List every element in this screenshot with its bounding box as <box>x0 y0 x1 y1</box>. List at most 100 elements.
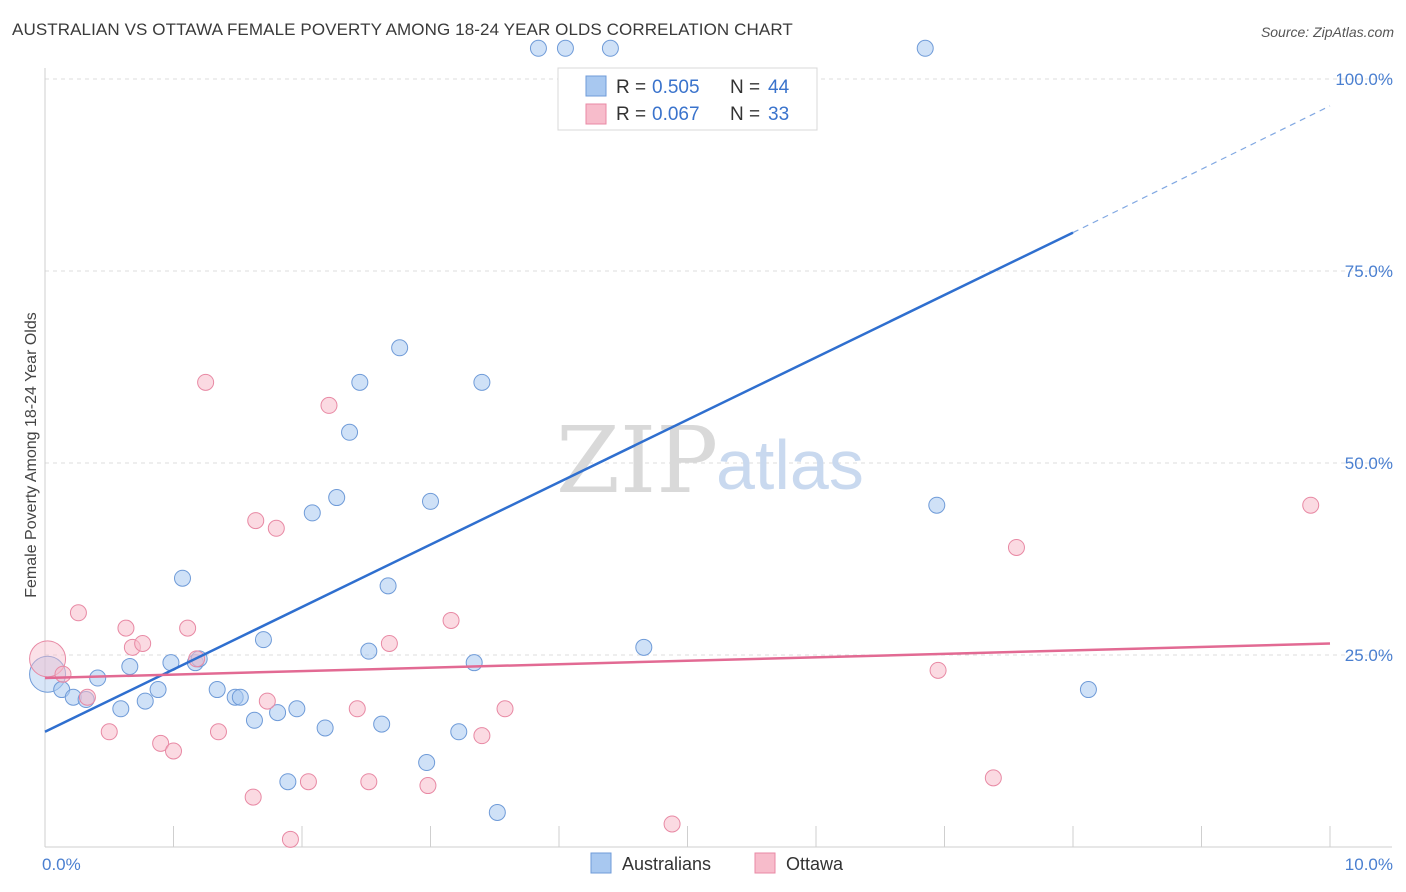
data-point-australians <box>316 719 334 737</box>
data-point-australians <box>422 492 439 510</box>
data-point-australians <box>288 700 306 718</box>
data-point-australians <box>450 723 468 741</box>
legend-swatch-australians <box>585 75 607 97</box>
data-point-australians <box>391 339 409 357</box>
tick-labels: 25.0% 50.0% 75.0% 100.0% 0.0% 10.0% <box>42 70 1393 874</box>
data-point-ottawa <box>663 815 681 833</box>
data-point-australians <box>89 669 107 687</box>
data-point-australians <box>418 754 436 772</box>
data-point-australians <box>473 373 491 391</box>
data-point-ottawa <box>1007 538 1025 556</box>
legend-n-value-australians: 44 <box>768 77 790 98</box>
data-point-australians <box>303 504 321 522</box>
data-point-ottawa <box>54 665 72 683</box>
trend-line-australians-extension <box>1072 105 1331 234</box>
data-point-ottawa <box>1302 496 1320 514</box>
legend-r-label-ottawa: R = <box>616 104 646 125</box>
data-point-australians <box>254 631 272 649</box>
series-ottawa <box>29 373 1320 848</box>
data-point-ottawa <box>117 619 135 637</box>
data-point-ottawa <box>209 723 227 741</box>
y-tick-label: 75.0% <box>1345 262 1393 281</box>
trend-lines <box>44 105 1331 733</box>
data-point-ottawa <box>360 773 378 791</box>
data-point-australians <box>231 688 249 706</box>
data-point-australians <box>245 711 263 729</box>
data-point-ottawa <box>179 619 197 637</box>
legend-swatch-ottawa <box>585 103 607 125</box>
data-point-australians <box>488 803 506 821</box>
legend-r-label-australians: R = <box>616 77 646 98</box>
data-point-australians <box>916 39 934 57</box>
data-point-ottawa <box>380 634 398 652</box>
data-point-australians <box>529 39 547 57</box>
x-tick-label: 10.0% <box>1345 855 1393 874</box>
data-point-australians <box>149 681 167 699</box>
data-point-australians <box>328 489 346 507</box>
data-point-australians <box>1079 681 1097 699</box>
data-point-ottawa <box>247 512 265 530</box>
legend-n-value-ottawa: 33 <box>768 104 789 125</box>
data-point-ottawa <box>267 519 285 537</box>
data-point-ottawa <box>100 723 118 741</box>
legend-bottom-label-ottawa: Ottawa <box>786 854 844 874</box>
data-point-ottawa <box>419 777 437 795</box>
data-point-ottawa <box>496 700 514 718</box>
data-point-ottawa <box>473 727 491 745</box>
legend-r-value-ottawa: 0.067 <box>652 104 700 125</box>
y-axis-label: Female Poverty Among 18-24 Year Olds <box>23 312 40 598</box>
y-tick-label: 100.0% <box>1335 70 1393 89</box>
source-credit: Source: ZipAtlas.com <box>1260 24 1394 40</box>
data-point-ottawa <box>984 769 1002 787</box>
watermark-atlas: atlas <box>716 426 864 504</box>
data-point-australians <box>173 569 191 587</box>
data-point-australians <box>635 638 653 656</box>
data-point-ottawa <box>348 700 366 718</box>
legend-top: R = 0.505 N = 44 R = 0.067 N = 33 <box>557 67 818 131</box>
data-point-australians <box>279 773 297 791</box>
grid-lines <box>45 78 1392 656</box>
legend-r-value-australians: 0.505 <box>652 77 700 98</box>
legend-bottom: Australians Ottawa <box>590 852 844 874</box>
data-point-ottawa <box>197 373 215 391</box>
data-point-australians <box>112 700 130 718</box>
watermark-zip: ZIP <box>556 407 718 514</box>
legend-bottom-swatch-ottawa <box>754 852 776 874</box>
data-point-australians <box>556 39 574 57</box>
legend-n-label-ottawa: N = <box>730 104 760 125</box>
data-point-ottawa <box>929 661 947 679</box>
data-point-ottawa <box>320 396 338 414</box>
data-point-australians <box>269 704 287 722</box>
data-point-australians <box>136 692 154 710</box>
legend-n-label-australians: N = <box>730 77 760 98</box>
data-point-ottawa <box>78 688 96 706</box>
data-point-ottawa <box>244 788 262 806</box>
data-point-australians <box>121 658 139 676</box>
trend-line-ottawa <box>44 642 1331 680</box>
data-point-australians <box>465 654 483 672</box>
data-point-australians <box>379 577 397 595</box>
data-point-ottawa <box>134 634 152 652</box>
data-point-australians <box>208 681 226 699</box>
data-point-australians <box>360 642 378 660</box>
data-point-australians <box>928 496 946 514</box>
data-point-ottawa <box>258 692 276 710</box>
data-point-australians <box>373 715 391 733</box>
chart-title: AUSTRALIAN VS OTTAWA FEMALE POVERTY AMON… <box>12 20 793 39</box>
y-tick-label: 25.0% <box>1345 646 1393 665</box>
data-point-ottawa <box>69 604 87 622</box>
data-point-australians <box>601 39 619 57</box>
trend-line-australians <box>44 231 1074 733</box>
data-point-australians <box>351 373 369 391</box>
data-point-ottawa <box>165 742 182 760</box>
x-tick-label: 0.0% <box>42 855 81 874</box>
watermark: ZIP atlas <box>556 407 864 514</box>
data-point-ottawa <box>281 830 299 848</box>
legend-bottom-label-australians: Australians <box>622 854 711 874</box>
data-point-ottawa <box>299 773 317 791</box>
data-point-australians <box>341 423 359 441</box>
data-point-ottawa <box>442 611 460 629</box>
legend-bottom-swatch-australians <box>590 852 612 874</box>
data-point-ottawa <box>152 734 170 752</box>
